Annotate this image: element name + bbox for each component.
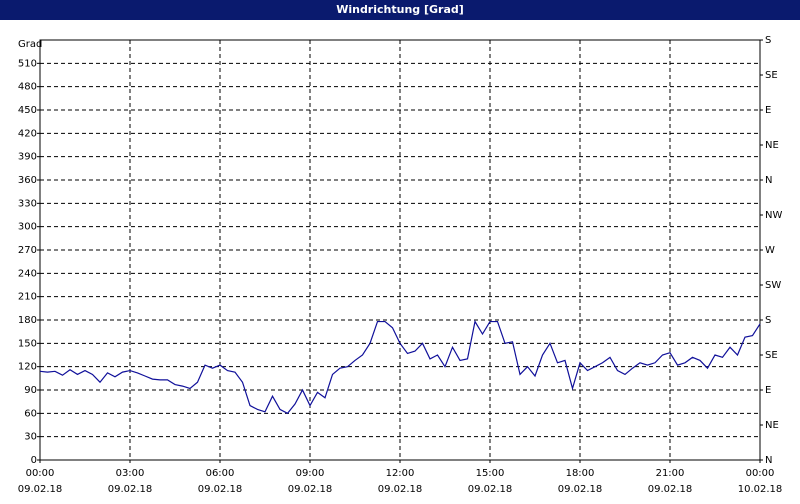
- x-tick-label: 03:00: [116, 468, 145, 479]
- y-tick-label: 270: [18, 245, 37, 256]
- y-axis-label: Grad: [18, 39, 42, 50]
- y2-tick-label: N: [765, 455, 772, 466]
- x-tick-date: 10.02.18: [738, 484, 783, 495]
- x-tick-date: 09.02.18: [648, 484, 693, 495]
- y-tick-label: 120: [18, 362, 37, 373]
- y-tick-label: 30: [24, 432, 37, 443]
- y-tick-label: 180: [18, 315, 37, 326]
- y-tick-label: 360: [18, 175, 37, 186]
- y2-tick-label: E: [765, 385, 771, 396]
- y2-tick-label: NE: [765, 420, 779, 431]
- y-tick-label: 510: [18, 58, 37, 69]
- x-tick-label: 06:00: [206, 468, 235, 479]
- y-tick-label: 480: [18, 82, 37, 93]
- y-tick-label: 0: [31, 455, 37, 466]
- y-tick-label: 450: [18, 105, 37, 116]
- y-tick-label: 330: [18, 198, 37, 209]
- y2-tick-label: W: [765, 245, 775, 256]
- y2-tick-label: NE: [765, 140, 779, 151]
- x-tick-label: 09:00: [296, 468, 325, 479]
- x-tick-date: 09.02.18: [288, 484, 333, 495]
- y2-tick-label: S: [765, 35, 771, 46]
- y-tick-label: 90: [24, 385, 37, 396]
- x-tick-date: 09.02.18: [558, 484, 603, 495]
- y2-tick-label: SE: [765, 70, 778, 81]
- y2-tick-label: SE: [765, 350, 778, 361]
- y2-tick-label: N: [765, 175, 772, 186]
- y-tick-label: 240: [18, 268, 37, 279]
- y2-tick-label: SW: [765, 280, 781, 291]
- x-tick-date: 09.02.18: [468, 484, 513, 495]
- x-tick-date: 09.02.18: [108, 484, 153, 495]
- x-tick-label: 00:00: [746, 468, 775, 479]
- x-tick-label: 15:00: [476, 468, 505, 479]
- data-line: [39, 319, 761, 415]
- x-tick-label: 18:00: [566, 468, 595, 479]
- chart-title: Windrichtung [Grad]: [336, 3, 464, 16]
- x-tick-date: 09.02.18: [378, 484, 423, 495]
- x-tick-date: 09.02.18: [198, 484, 243, 495]
- y2-tick-label: NW: [765, 210, 782, 221]
- x-tick-label: 00:00: [26, 468, 55, 479]
- y-tick-label: 300: [18, 222, 37, 233]
- y-tick-label: 60: [24, 408, 37, 419]
- y-tick-label: 420: [18, 128, 37, 139]
- y-tick-label: 390: [18, 152, 37, 163]
- x-tick-date: 09.02.18: [18, 484, 63, 495]
- y2-tick-label: E: [765, 105, 771, 116]
- title-bar: [0, 0, 800, 20]
- y-tick-label: 210: [18, 292, 37, 303]
- x-tick-label: 21:00: [656, 468, 685, 479]
- y2-tick-label: S: [765, 315, 771, 326]
- y-tick-label: 150: [18, 338, 37, 349]
- x-tick-label: 12:00: [386, 468, 415, 479]
